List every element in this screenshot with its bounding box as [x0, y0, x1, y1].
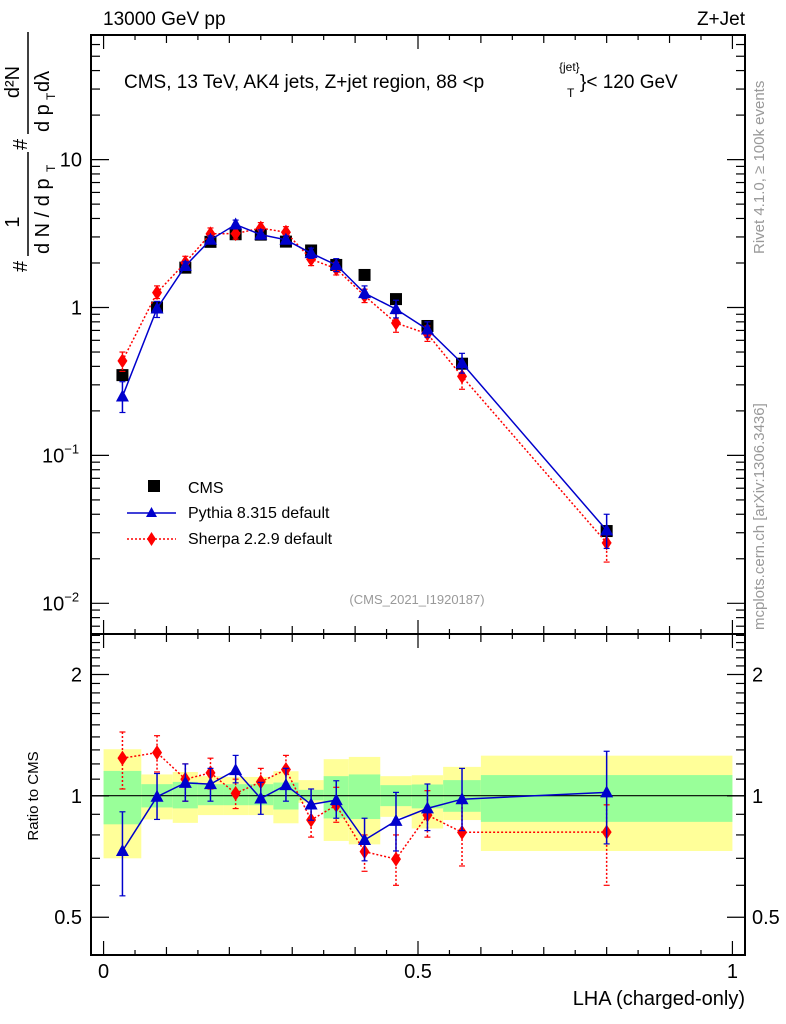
legend-label-cms: CMS — [188, 480, 224, 497]
ratio-y-tick-label-right: 2 — [752, 664, 763, 686]
ylabel-num-1: 1 — [2, 216, 24, 227]
ratio-point-pythia — [178, 775, 192, 788]
main-line-pythia — [121, 223, 608, 531]
legend-marker-cms — [148, 480, 160, 492]
y-tick-label-exponent: −1 — [64, 441, 79, 456]
ratio-point-pythia — [229, 763, 243, 776]
ratio-point-pythia — [389, 813, 403, 826]
ratio-point-sherpa — [390, 851, 401, 867]
main-point-pythia — [600, 523, 614, 536]
main-line-sherpa — [121, 227, 608, 544]
ratio-band-stat — [348, 774, 381, 820]
main-point-pythia — [178, 258, 192, 271]
main-point-pythia — [203, 232, 217, 245]
title-superscript: {jet} — [559, 60, 580, 74]
main-point-pythia — [279, 232, 293, 245]
main-point-cms — [389, 293, 402, 306]
main-point-pythia — [254, 227, 268, 240]
ylabel-den-2-post: dλ — [32, 71, 54, 92]
x-tick-label: 0 — [98, 961, 109, 983]
ylabel-hash-1: # — [10, 260, 32, 272]
title-post-text: }< 120 GeV — [580, 72, 678, 93]
ratio-point-pythia — [600, 785, 614, 798]
ratio-point-sherpa — [230, 785, 241, 801]
main-point-sherpa — [390, 315, 401, 331]
ratio-point-pythia — [329, 793, 343, 806]
ratio-point-pythia — [358, 833, 372, 846]
ratio-line-pythia — [121, 769, 607, 852]
ylabel-den-1: d N / d p — [32, 178, 54, 254]
legend-marker-sherpa — [147, 532, 156, 546]
main-point-pythia — [358, 286, 372, 299]
main-series-layer — [115, 217, 614, 563]
main-point-sherpa — [152, 285, 163, 301]
ratio-point-pythia — [150, 789, 164, 802]
ratio-y-tick-label: 2 — [71, 664, 82, 686]
main-point-cms — [116, 369, 129, 382]
ratio-point-sherpa — [152, 745, 163, 761]
ratio-series-layer — [115, 731, 614, 897]
ratio-ylabel: Ratio to CMS — [25, 751, 42, 840]
main-axis-ticks: 10−2 10−1 1 10 — [42, 35, 745, 634]
legend-marker-pythia — [146, 507, 157, 517]
ylabel-hash-2: # — [10, 138, 32, 150]
legend: CMS Pythia 8.315 default Sherpa 2.2.9 de… — [127, 480, 333, 548]
ratio-frame — [90, 633, 746, 956]
main-point-sherpa — [306, 251, 317, 267]
ratio-y-tick-label-right: 1 — [752, 786, 763, 808]
ratio-y-tick-label: 1 — [71, 786, 82, 808]
title-main-text: CMS, 13 TeV, AK4 jets, Z+jet region, 88 … — [124, 72, 484, 93]
y-tick-label: 10−1 — [42, 441, 79, 467]
main-point-sherpa — [117, 353, 128, 369]
ratio-point-pythia — [203, 777, 217, 790]
ylabel-den-2: d p — [32, 104, 54, 132]
legend-label-pythia: Pythia 8.315 default — [188, 505, 330, 522]
ratio-point-sherpa — [117, 750, 128, 766]
ratio-point-pythia — [254, 791, 268, 804]
main-point-pythia — [455, 356, 469, 369]
ratio-axis-ticks: 0.5 0.5 1 1 2 2 0 0.5 1 — [54, 634, 780, 983]
main-point-pythia — [150, 301, 164, 314]
ratio-point-sherpa — [457, 824, 468, 840]
energy-label: 13000 GeV pp — [103, 9, 226, 30]
process-label: Z+Jet — [697, 9, 746, 30]
mcplots-label: mcplots.cern.ch [arXiv:1306.3436] — [751, 403, 768, 630]
ratio-point-pythia — [455, 792, 469, 805]
x-tick-label: 0.5 — [404, 961, 432, 983]
main-point-sherpa — [230, 226, 241, 242]
main-point-pythia — [304, 246, 318, 259]
xlabel: LHA (charged-only) — [573, 988, 745, 1010]
main-point-pythia — [389, 302, 403, 315]
ylabel-num-2: d²N — [2, 66, 24, 98]
main-point-pythia — [420, 322, 434, 335]
main-point-cms — [358, 268, 371, 281]
ratio-point-pythia — [420, 801, 434, 814]
plot-title: CMS, 13 TeV, AK4 jets, Z+jet region, 88 … — [124, 72, 484, 93]
main-ylabel: # 1 d N / d p T # d²N d p T dλ — [2, 32, 58, 272]
ratio-point-pythia — [279, 778, 293, 791]
legend-label-sherpa: Sherpa 2.2.9 default — [188, 531, 333, 548]
y-tick-label-exponent: −2 — [64, 589, 79, 604]
main-point-pythia — [115, 389, 129, 402]
y-tick-label: 10−2 — [42, 589, 79, 615]
ratio-y-tick-label: 0.5 — [54, 907, 82, 929]
x-tick-label: 1 — [727, 961, 738, 983]
ratio-bands-layer — [103, 749, 733, 859]
y-tick-label: 10 — [60, 150, 82, 172]
ratio-point-pythia — [304, 797, 318, 810]
rivet-label: Rivet 4.1.0, ≥ 100k events — [751, 81, 768, 254]
ratio-point-pythia — [115, 843, 129, 856]
ylabel-den-1-sub: T — [44, 164, 58, 172]
analysis-tag: (CMS_2021_I1920187) — [349, 592, 484, 607]
ylabel-den-2-sub: T — [44, 92, 58, 100]
main-point-pythia — [229, 217, 243, 230]
ratio-y-tick-label-right: 0.5 — [752, 907, 780, 929]
main-point-pythia — [329, 257, 343, 270]
title-subscript: T — [567, 86, 575, 100]
y-tick-label: 1 — [71, 298, 82, 320]
